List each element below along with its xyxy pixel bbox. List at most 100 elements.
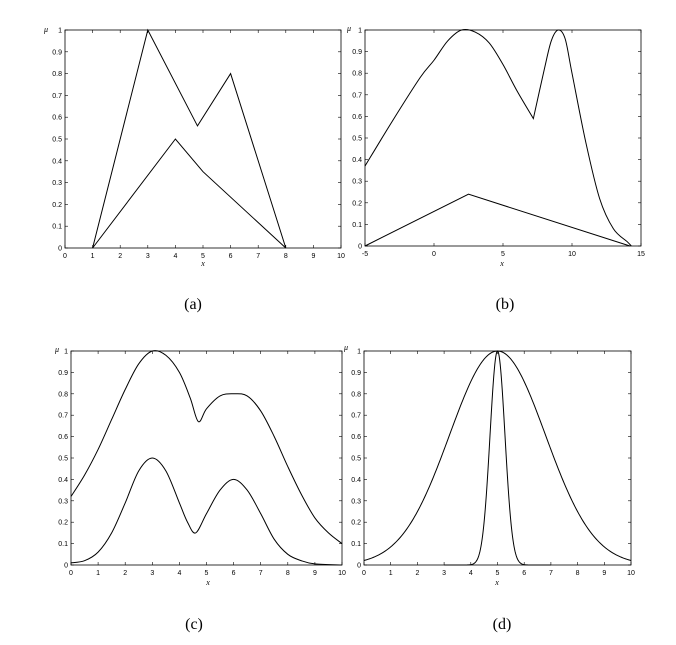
x-tick-label: 5 <box>501 251 505 258</box>
x-tick-label: 5 <box>205 570 209 577</box>
y-tick-label: 0.7 <box>52 93 62 100</box>
chart-panel-3: 00.10.20.30.40.50.60.70.80.910 1 2 3 4 5 6 7 8 9 1… <box>54 345 346 633</box>
y-tick-label: 0.6 <box>58 434 68 441</box>
y-tick-label: 0.1 <box>351 541 361 548</box>
y-tick-label: 0.3 <box>58 498 68 505</box>
y-tick-label: 0.8 <box>351 391 361 398</box>
y-tick-label: 0.5 <box>352 136 362 143</box>
y-tick-label: 0.2 <box>351 520 361 527</box>
y-tick-label: 1 <box>357 349 361 356</box>
series-line-1 <box>70 350 343 544</box>
y-tick-label: 0.3 <box>52 180 62 187</box>
y-tick-label: 0.4 <box>351 477 361 484</box>
x-tick-label: 6 <box>232 570 236 577</box>
chart-panel-1: 00.10.20.30.40.50.60.70.80.910 1 2 3 4 5 6 7 8 9 1… <box>43 25 345 313</box>
x-tick-label: 7 <box>259 570 263 577</box>
y-tick-label: 0.1 <box>52 224 62 231</box>
x-tick-label: -5 <box>362 251 368 258</box>
panel-caption: (d) <box>493 616 512 633</box>
y-axis-label: μ <box>343 343 348 352</box>
y-tick-label: 0.6 <box>351 434 361 441</box>
y-tick-label: 1 <box>358 28 362 35</box>
y-axis-label: μ <box>346 24 351 33</box>
plot-frame <box>364 29 642 247</box>
y-tick-label: 1 <box>58 28 62 35</box>
x-tick-label: 6 <box>229 253 233 260</box>
y-tick-label: 0.9 <box>352 49 362 56</box>
x-axis-label: x <box>200 259 205 268</box>
x-axis-label: x <box>205 578 210 587</box>
chart-panel-2: 00.10.20.30.40.50.60.70.80.91-5 0 5 10 15xμ(… <box>346 24 645 313</box>
series-line-2 <box>444 350 551 566</box>
x-tick-label: 7 <box>549 570 553 577</box>
y-tick-label: 0.4 <box>58 477 68 484</box>
series-line-1 <box>363 350 632 561</box>
plot-frame <box>64 29 342 249</box>
series-line-1 <box>364 28 632 247</box>
x-tick-label: 9 <box>602 570 606 577</box>
series-line-1 <box>92 28 287 249</box>
y-tick-label: 0.6 <box>352 114 362 121</box>
series-line-2 <box>364 193 631 247</box>
x-axis-label: x <box>494 578 499 587</box>
x-tick-label: 0 <box>69 570 73 577</box>
y-tick-label: 0.9 <box>52 49 62 56</box>
x-tick-label: 7 <box>256 253 260 260</box>
y-tick-label: 0.5 <box>52 137 62 144</box>
x-tick-label: 3 <box>442 570 446 577</box>
x-tick-label: 10 <box>338 570 346 577</box>
y-tick-label: 0.9 <box>351 370 361 377</box>
y-tick-label: 0.6 <box>52 115 62 122</box>
y-tick-label: 0.7 <box>351 413 361 420</box>
y-tick-label: 0.5 <box>351 456 361 463</box>
panel-caption: (b) <box>496 296 515 313</box>
y-tick-label: 0.9 <box>58 370 68 377</box>
y-tick-label: 0.4 <box>352 157 362 164</box>
x-tick-label: 1 <box>389 570 393 577</box>
x-tick-label: 1 <box>96 570 100 577</box>
x-tick-label: 8 <box>576 570 580 577</box>
y-tick-label: 0.2 <box>352 200 362 207</box>
y-tick-label: 0.7 <box>352 92 362 99</box>
x-tick-label: 2 <box>123 570 127 577</box>
series-line-2 <box>92 138 287 249</box>
y-tick-label: 0.8 <box>58 391 68 398</box>
x-tick-label: 4 <box>177 570 181 577</box>
series-line-2 <box>70 457 343 566</box>
y-tick-label: 0.8 <box>352 71 362 78</box>
x-tick-label: 3 <box>146 253 150 260</box>
x-tick-label: 6 <box>522 570 526 577</box>
x-tick-label: 0 <box>63 253 67 260</box>
x-tick-label: 1 <box>91 253 95 260</box>
panel-caption: (a) <box>184 296 202 313</box>
x-tick-label: 0 <box>362 570 366 577</box>
y-tick-label: 0.1 <box>352 222 362 229</box>
y-tick-label: 0.5 <box>58 456 68 463</box>
y-tick-label: 0.8 <box>52 71 62 78</box>
x-tick-label: 9 <box>311 253 315 260</box>
x-tick-label: 8 <box>284 253 288 260</box>
y-tick-label: 0 <box>64 563 68 570</box>
x-tick-label: 9 <box>313 570 317 577</box>
panel-caption: (c) <box>185 616 203 633</box>
y-axis-label: μ <box>43 25 48 34</box>
x-tick-label: 2 <box>415 570 419 577</box>
y-tick-label: 0.3 <box>352 179 362 186</box>
x-tick-label: 5 <box>201 253 205 260</box>
x-tick-label: 8 <box>286 570 290 577</box>
x-tick-label: 2 <box>118 253 122 260</box>
y-tick-label: 0.4 <box>52 158 62 165</box>
x-tick-label: 15 <box>637 251 645 258</box>
x-tick-label: 10 <box>627 570 635 577</box>
y-tick-label: 0.3 <box>351 498 361 505</box>
x-tick-label: 4 <box>469 570 473 577</box>
y-tick-label: 0.2 <box>52 202 62 209</box>
y-tick-label: 0.2 <box>58 520 68 527</box>
y-tick-label: 0.7 <box>58 413 68 420</box>
y-tick-label: 1 <box>64 349 68 356</box>
y-tick-label: 0 <box>58 246 62 253</box>
x-tick-label: 0 <box>432 251 436 258</box>
y-tick-label: 0 <box>357 563 361 570</box>
x-tick-label: 5 <box>496 570 500 577</box>
x-tick-label: 10 <box>337 253 345 260</box>
